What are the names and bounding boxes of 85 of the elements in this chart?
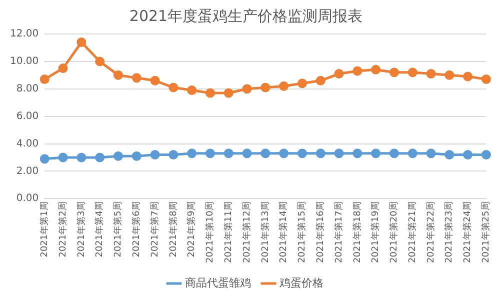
x-tick-label: 2021年第23周 [444, 202, 455, 264]
x-tick-label: 2021年第9周 [186, 202, 198, 258]
point [76, 152, 86, 162]
point [76, 37, 86, 47]
y-tick-label: 8.00 [16, 83, 39, 94]
point [150, 76, 160, 86]
point [408, 148, 418, 158]
x-tick-label: 2021年第8周 [168, 202, 179, 258]
legend-label: 商品代蛋雏鸡 [185, 276, 251, 290]
x-tick-label: 2021年第12周 [241, 202, 252, 264]
point [58, 152, 68, 162]
x-tick-label: 2021年第11周 [222, 202, 234, 264]
x-tick-label: 2021年第25周 [480, 202, 492, 264]
x-tick-label: 2021年第21周 [406, 202, 418, 264]
y-tick-label: 0.00 [16, 193, 39, 204]
point [113, 151, 123, 161]
x-tick-label: 2021年第22周 [425, 202, 436, 264]
point [371, 148, 381, 158]
x-tick-label: 2021年第18周 [352, 202, 363, 264]
point [371, 64, 381, 74]
x-tick-label: 2021年第7周 [149, 202, 160, 258]
point [260, 82, 270, 92]
point [444, 70, 454, 80]
point [95, 152, 105, 162]
x-tick-label: 2021年第10周 [204, 202, 216, 264]
point [58, 64, 68, 74]
point [132, 151, 142, 161]
point [389, 148, 399, 158]
point [224, 88, 234, 98]
point [481, 150, 491, 160]
x-tick-label: 2021年第2周 [57, 202, 68, 258]
point [168, 82, 178, 92]
point [316, 148, 326, 158]
y-tick-label: 6.00 [16, 110, 39, 122]
point [408, 68, 418, 78]
legend-label: 鸡蛋价格 [278, 276, 324, 290]
y-tick-label: 12.00 [10, 28, 39, 40]
x-tick-label: 2021年第24周 [462, 202, 474, 264]
y-tick-label: 10.00 [10, 56, 39, 68]
point [334, 148, 344, 158]
point [187, 86, 197, 96]
x-tick-label: 2021年第13周 [260, 202, 271, 264]
point [426, 69, 436, 79]
point [481, 74, 491, 84]
x-tick-label: 2021年第5周 [112, 202, 124, 258]
x-tick-label: 2021年第16周 [314, 202, 326, 264]
point [168, 150, 178, 160]
point [334, 69, 344, 79]
point [242, 84, 252, 94]
point [260, 148, 270, 158]
point [444, 150, 454, 160]
chart-title: 2021年度蛋鸡生产价格监测周报表 [129, 6, 363, 25]
point [463, 150, 473, 160]
y-tick-label: 2.00 [16, 166, 39, 177]
point [242, 148, 252, 158]
point [205, 88, 215, 98]
x-tick-label: 2021年第3周 [76, 202, 87, 258]
point [389, 68, 399, 78]
point [113, 70, 123, 80]
point [316, 76, 326, 86]
point [297, 78, 307, 88]
y-tick-label: 4.00 [16, 138, 39, 150]
point [426, 148, 436, 158]
point [132, 73, 142, 83]
x-tick-label: 2021年第6周 [130, 202, 142, 258]
point [463, 72, 473, 82]
point [279, 81, 289, 91]
point [297, 148, 307, 158]
point [352, 148, 362, 158]
point [40, 154, 50, 164]
x-tick-label: 2021年第4周 [94, 202, 106, 258]
point [279, 148, 289, 158]
point [40, 74, 50, 84]
point [224, 148, 234, 158]
x-tick-label: 2021年第1周 [38, 202, 50, 258]
x-tick-label: 2021年第14周 [278, 202, 290, 264]
point [205, 148, 215, 158]
point [187, 148, 197, 158]
x-tick-label: 2021年第17周 [333, 202, 344, 264]
x-tick-label: 2021年第15周 [296, 202, 308, 264]
point [150, 150, 160, 160]
point [95, 56, 105, 66]
point [352, 66, 362, 76]
x-tick-label: 2021年第20周 [388, 202, 400, 264]
x-tick-label: 2021年第19周 [370, 202, 382, 264]
